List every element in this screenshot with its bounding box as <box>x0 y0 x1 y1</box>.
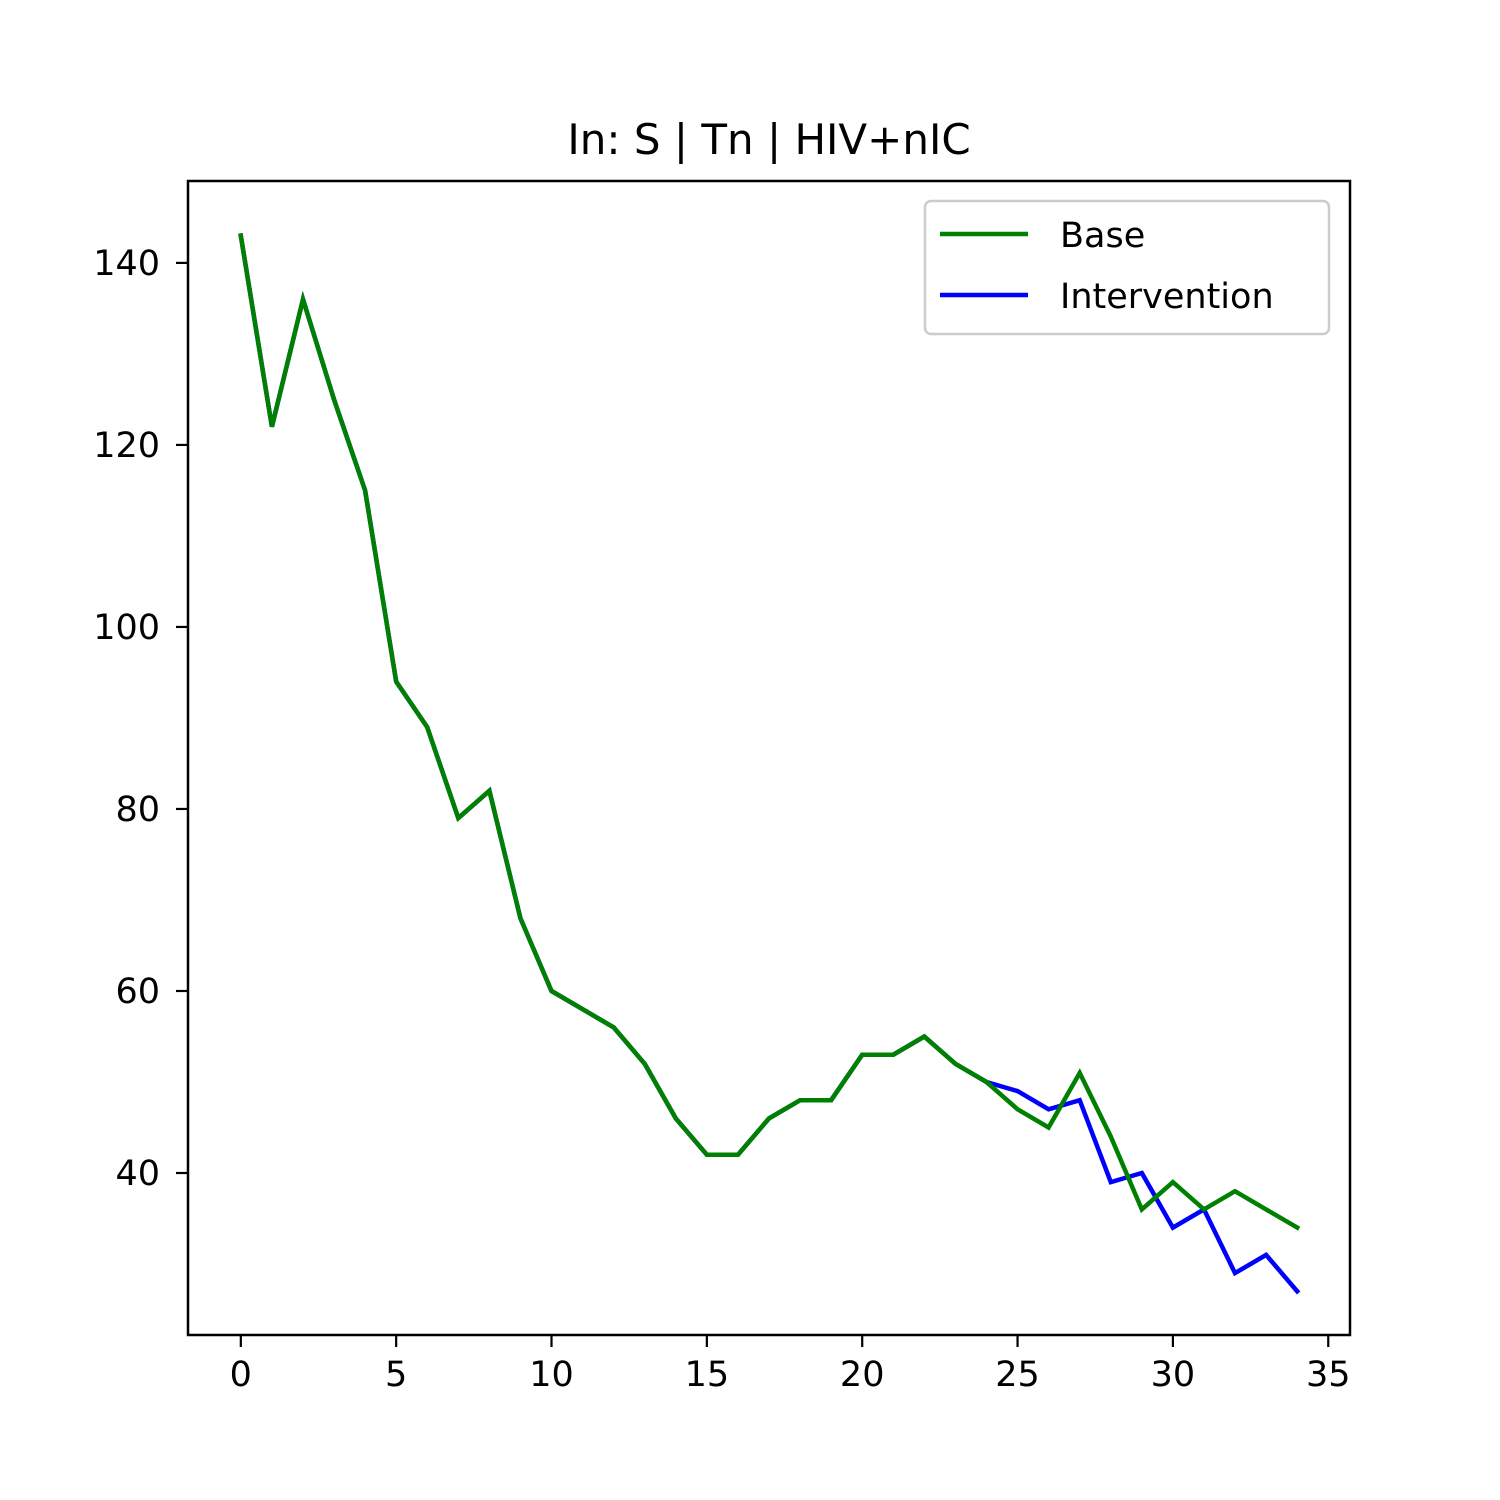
x-tick-label: 30 <box>1151 1355 1196 1395</box>
x-tick-label: 10 <box>529 1355 574 1395</box>
x-tick-label: 35 <box>1306 1355 1351 1395</box>
series-points-base <box>240 235 1298 1228</box>
x-tick-label: 25 <box>995 1355 1040 1395</box>
chart-title: In: S | Tn | HIV+nIC <box>567 115 970 164</box>
x-tick-label: 20 <box>840 1355 885 1395</box>
y-tick-label: 140 <box>93 244 160 284</box>
x-tick-label: 5 <box>385 1355 407 1395</box>
legend: Base Intervention <box>923 199 1331 336</box>
y-tick-label: 60 <box>115 972 160 1012</box>
x-tick-label: 15 <box>685 1355 730 1395</box>
legend-label-intervention: Intervention <box>1060 277 1274 317</box>
y-tick-label: 80 <box>115 790 160 830</box>
legend-label-base: Base <box>1060 216 1145 256</box>
y-tick-label: 40 <box>115 1154 160 1194</box>
axes-layer: 0 5 10 15 20 25 30 35 40 60 80 100 120 140 <box>93 179 1352 1395</box>
y-tick-label: 100 <box>93 608 160 648</box>
plot-frame <box>186 179 1352 1337</box>
y-tick-label: 120 <box>93 426 160 466</box>
series-layer <box>238 233 1301 1295</box>
x-tick-label: 0 <box>230 1355 252 1395</box>
